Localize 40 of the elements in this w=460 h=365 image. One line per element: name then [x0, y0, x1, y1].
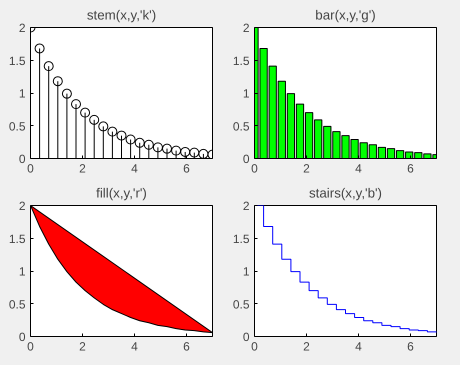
y-tick-label: 0	[18, 152, 26, 166]
y-tick-label: 1.5	[232, 232, 250, 246]
x-tick-label: 2	[79, 340, 86, 354]
y-tick-label: 0	[242, 152, 250, 166]
x-tick-label: 6	[183, 162, 190, 176]
x-tick-label: 4	[355, 340, 362, 354]
y-tick-label: 0.5	[232, 297, 250, 312]
y-tick-label: 2	[242, 21, 250, 35]
y-tick-label: 2	[242, 199, 250, 213]
y-tick-label: 0.5	[8, 119, 26, 134]
y-tick-label: 0	[242, 330, 250, 344]
chart-title: stairs(x,y,'b')	[309, 186, 382, 200]
chart-title: bar(x,y,'g')	[315, 8, 376, 22]
x-tick-label: 4	[131, 340, 138, 354]
y-tick-label: 1	[242, 264, 250, 278]
x-tick-label: 0	[251, 162, 258, 176]
x-tick-label: 4	[355, 162, 362, 176]
x-tick-label: 0	[251, 340, 258, 354]
chart-title: stem(x,y,'k')	[86, 8, 156, 22]
x-tick-label: 0	[27, 162, 34, 176]
y-tick-label: 1	[18, 86, 26, 100]
x-tick-label: 4	[131, 162, 138, 176]
chart-title: fill(x,y,'r')	[96, 186, 147, 200]
y-tick-label: 0.5	[8, 297, 26, 312]
y-tick-label: 1.5	[8, 54, 26, 68]
x-tick-label: 2	[79, 162, 86, 176]
x-tick-label: 0	[27, 340, 34, 354]
y-tick-label: 2	[18, 199, 26, 213]
x-tick-label: 2	[303, 340, 310, 354]
y-tick-label: 0.5	[232, 119, 250, 134]
x-tick-label: 6	[407, 162, 414, 176]
y-tick-label: 1.5	[8, 232, 26, 246]
x-tick-label: 6	[407, 340, 414, 354]
x-tick-label: 6	[183, 340, 190, 354]
x-tick-label: 2	[303, 162, 310, 176]
y-tick-label: 1.5	[232, 54, 250, 68]
y-tick-label: 0	[18, 330, 26, 344]
y-tick-label: 1	[18, 264, 26, 278]
y-tick-label: 1	[242, 86, 250, 100]
y-tick-label: 2	[18, 21, 26, 35]
